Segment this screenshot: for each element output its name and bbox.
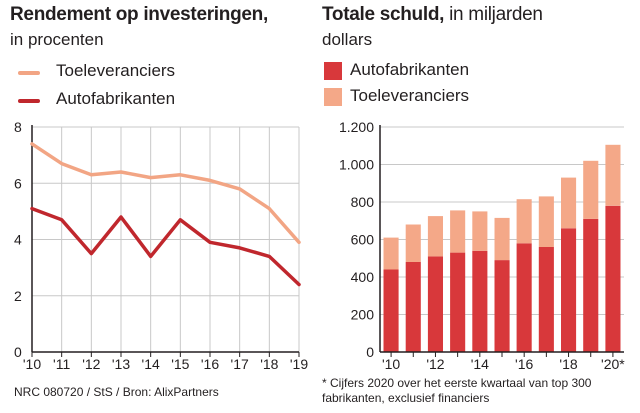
right-chart-subtitle: dollars	[322, 30, 373, 49]
bar-autofabrikanten-2015	[494, 260, 510, 352]
y-tick-label: 800	[351, 194, 375, 210]
bar-toeleveranciers-2020	[605, 144, 621, 206]
bar-toeleveranciers-2013	[450, 210, 466, 253]
footnote: * Cijfers 2020 over het eerste kwartaal …	[322, 376, 592, 405]
x-tick-label: '18	[260, 356, 278, 372]
bar-toeleveranciers-2018	[561, 177, 577, 229]
bar-autofabrikanten-2018	[561, 228, 577, 353]
source-credit: NRC 080720 / StS / Bron: AlixPartners	[14, 385, 219, 399]
x-tick-label: '15	[171, 356, 189, 372]
legend-label-toeleveranciers: Toeleveranciers	[56, 61, 176, 80]
bar-autofabrikanten-2017	[538, 247, 554, 352]
bar-autofabrikanten-2013	[450, 252, 466, 352]
bar-toeleveranciers-2010	[383, 237, 399, 270]
series-line-autofabrikanten	[30, 206, 301, 287]
x-tick-label: '17	[231, 356, 249, 372]
bar-toeleveranciers-2012	[427, 216, 443, 257]
y-tick-label: 600	[351, 232, 375, 248]
left-chart-subtitle: in procenten	[10, 30, 104, 49]
bar-autofabrikanten-2010	[383, 269, 399, 352]
x-tick-label: '20*	[601, 356, 625, 372]
series-line-toeleveranciers	[30, 142, 301, 245]
x-tick-label: '14	[142, 356, 160, 372]
x-tick-label: '11	[53, 356, 70, 372]
line-chart-roi: 0 2 4 6 8 '10 '11 '12 '13 '14 '15 '16 '17 '18 '19	[14, 119, 308, 372]
legend-label-autofabrikanten: Autofabrikanten	[56, 89, 176, 108]
x-tick-label: '12	[82, 356, 100, 372]
right-chart-title-suffix: in miljarden	[449, 4, 543, 25]
x-tick-label: '14	[471, 356, 489, 372]
x-tick-label: '10	[382, 356, 400, 372]
bar-autofabrikanten-2011	[405, 262, 421, 352]
y-tick-label: 6	[14, 175, 22, 191]
x-tick-label: '16	[201, 356, 219, 372]
y-tick-label: 0	[366, 344, 374, 360]
x-tick-label: '12	[426, 356, 444, 372]
bar-autofabrikanten-2016	[516, 243, 532, 353]
right-chart-title-bold: Totale schuld,	[322, 4, 445, 25]
bar-autofabrikanten-2019	[583, 218, 599, 352]
x-tick-label: '18	[559, 356, 577, 372]
bar-chart-debt: 0 200 400 600 800 1.000 1.200 '10 '12 '14 '16 '18 '2…	[339, 119, 625, 372]
right-chart-title: Totale schuld, in miljarden	[322, 4, 543, 26]
legend-label-bar-toeleveranciers: Toeleveranciers	[350, 86, 470, 105]
y-tick-label: 1.000	[339, 157, 374, 173]
bar-toeleveranciers-2019	[583, 160, 599, 219]
x-tick-label: '19	[290, 356, 308, 372]
y-tick-label: 0	[14, 344, 22, 360]
legend-line-toeleveranciers	[18, 71, 40, 75]
x-tick-label: '16	[515, 356, 533, 372]
bar-autofabrikanten-2014	[472, 250, 488, 353]
bar-toeleveranciers-2016	[516, 199, 532, 244]
bar-toeleveranciers-2014	[472, 211, 488, 251]
left-chart-title: Rendement op investeringen,	[10, 4, 268, 25]
y-tick-label: 200	[351, 307, 375, 323]
y-tick-label: 2	[14, 288, 22, 304]
x-tick-label: '13	[112, 356, 130, 372]
legend-swatch-toeleveranciers	[324, 88, 342, 106]
legend-line-autofabrikanten	[18, 99, 40, 103]
x-tick-label: '10	[23, 356, 41, 372]
y-tick-label: 1.200	[339, 119, 374, 135]
y-tick-label: 400	[351, 269, 375, 285]
legend-label-bar-autofabrikanten: Autofabrikanten	[350, 60, 470, 79]
bar-autofabrikanten-2012	[427, 256, 443, 352]
bar-toeleveranciers-2011	[405, 224, 421, 262]
y-tick-label: 8	[14, 119, 22, 135]
legend-swatch-autofabrikanten	[324, 62, 342, 80]
y-tick-label: 4	[14, 232, 22, 248]
bar-autofabrikanten-2020	[605, 205, 621, 353]
bar-toeleveranciers-2017	[538, 196, 554, 247]
bar-toeleveranciers-2015	[494, 217, 510, 261]
